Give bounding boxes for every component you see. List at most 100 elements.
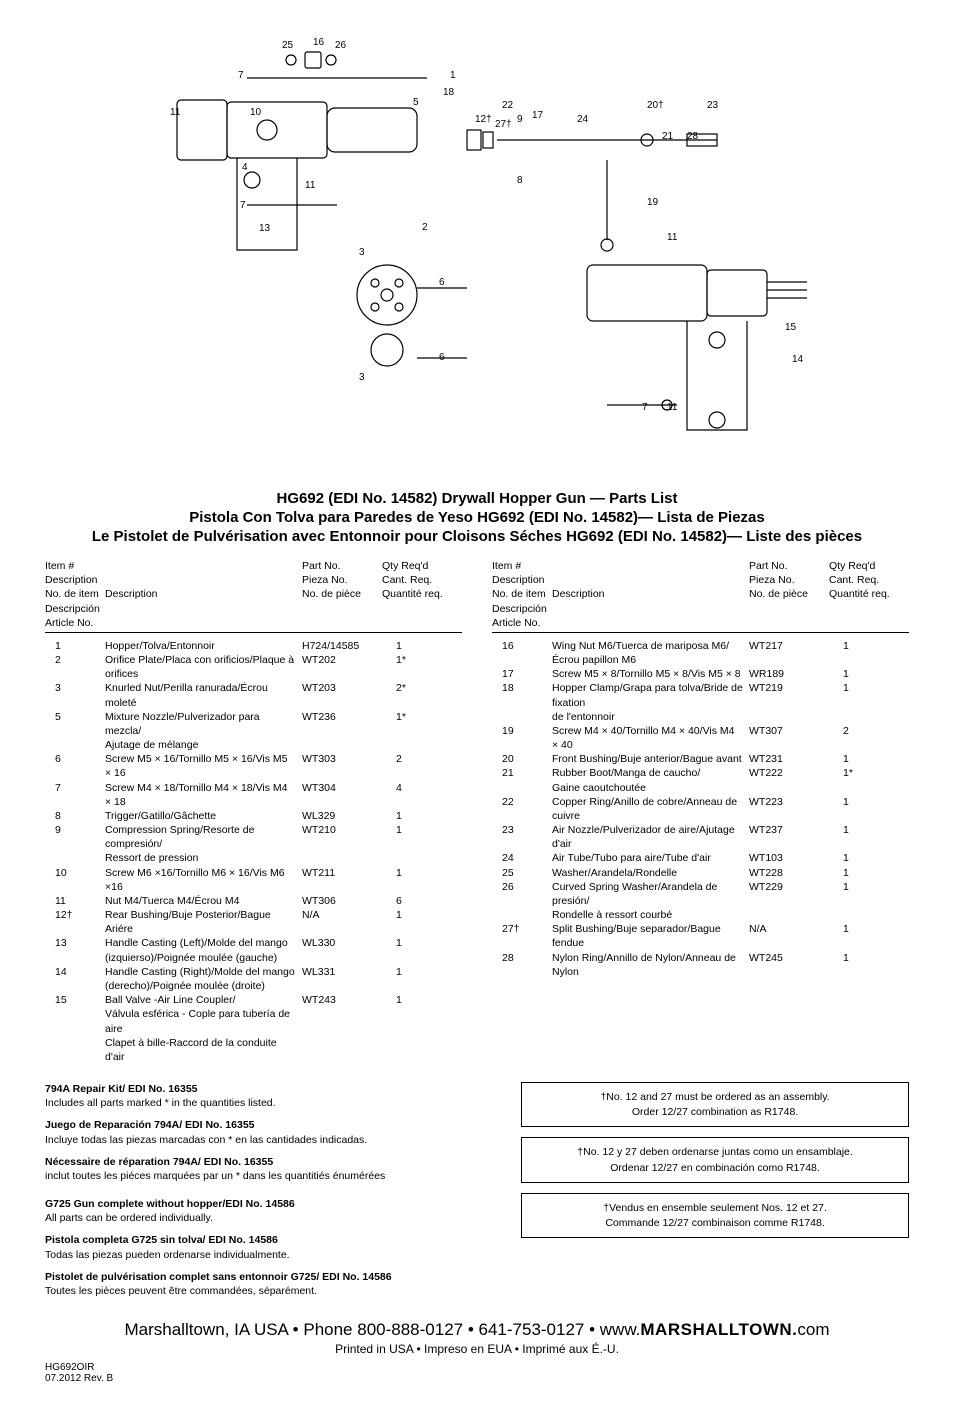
table-row: Ressort de pression — [45, 851, 462, 865]
cell-item — [45, 951, 105, 965]
hdr-qty-l2: Cant. Req. — [382, 573, 462, 587]
diagram-callout: 1 — [450, 70, 456, 81]
cell-item: 12† — [45, 908, 105, 936]
cell-desc: Ressort de pression — [105, 851, 302, 865]
table-row: 26Curved Spring Washer/Arandela de presi… — [492, 880, 909, 908]
assembly-note: †No. 12 y 27 deben ordenarse juntas como… — [521, 1137, 909, 1182]
title-es: Pistola Con Tolva para Paredes de Yeso H… — [45, 509, 909, 526]
footer-brand: MARSHALLTOWN. — [640, 1320, 797, 1339]
table-row: Rondelle à ressort courbé — [492, 908, 909, 922]
cell-desc: Ball Valve -Air Line Coupler/ — [105, 993, 302, 1007]
cell-part: WT229 — [749, 880, 829, 908]
kit-body: Todas las piezas pueden ordenarse indivi… — [45, 1248, 491, 1262]
cell-qty: 2* — [382, 681, 462, 709]
table-row: Clapet à bille-Raccord de la conduite d'… — [45, 1036, 462, 1064]
table-row: 5Mixture Nozzle/Pulverizador para mezcla… — [45, 710, 462, 738]
cell-part — [749, 710, 829, 724]
cell-item — [492, 653, 552, 667]
cell-part: WL330 — [302, 936, 382, 950]
diagram-callout: 3 — [359, 372, 365, 383]
kit-block: G725 Gun complete without hopper/EDI No.… — [45, 1197, 491, 1225]
cell-desc: Handle Casting (Right)/Molde del mango — [105, 965, 302, 979]
cell-part: WT203 — [302, 681, 382, 709]
diagram-callout: 27† — [495, 119, 512, 130]
diagram-callout: 7 — [238, 70, 244, 81]
cell-part — [749, 781, 829, 795]
diagram-callout: 26 — [335, 40, 347, 51]
diagram-callout: 10 — [250, 107, 262, 118]
cell-qty — [829, 710, 909, 724]
assembly-note-line: †No. 12 and 27 must be ordered as an ass… — [532, 1090, 898, 1104]
table-row: 14Handle Casting (Right)/Molde del mango… — [45, 965, 462, 979]
hdr-part-l1: Part No. — [302, 559, 382, 573]
cell-desc: Knurled Nut/Perilla ranurada/Écrou molet… — [105, 681, 302, 709]
cell-item: 23 — [492, 823, 552, 851]
hdr-desc-l3: Description — [105, 587, 302, 601]
cell-qty: 1* — [829, 766, 909, 780]
cell-qty: 1 — [382, 823, 462, 851]
cell-part — [302, 979, 382, 993]
assembly-note: †No. 12 and 27 must be ordered as an ass… — [521, 1082, 909, 1127]
hdr-item-l2a: No. de item — [45, 588, 99, 600]
parts-table-left: Item # Description No. de item Descripci… — [45, 559, 462, 1064]
cell-item: 20 — [492, 752, 552, 766]
table-row: de l'entonnoir — [492, 710, 909, 724]
cell-qty — [382, 738, 462, 752]
assembly-note-line: †Vendus en ensemble seulement Nos. 12 et… — [532, 1201, 898, 1215]
cell-desc: Hopper/Tolva/Entonnoir — [105, 639, 302, 653]
table-row: 13Handle Casting (Left)/Molde del mangoW… — [45, 936, 462, 950]
table-row: 25Washer/Arandela/RondelleWT2281 — [492, 866, 909, 880]
cell-item — [45, 1036, 105, 1064]
cell-qty — [829, 781, 909, 795]
cell-desc: Washer/Arandela/Rondelle — [552, 866, 749, 880]
cell-desc: Copper Ring/Anillo de cobre/Anneau de cu… — [552, 795, 749, 823]
cell-item — [492, 908, 552, 922]
cell-desc: Screw M6 ×16/Tornillo M6 × 16/Vis M6 ×16 — [105, 866, 302, 894]
cell-part — [302, 851, 382, 865]
cell-desc: Handle Casting (Left)/Molde del mango — [105, 936, 302, 950]
diagram-callout: 7 — [642, 402, 648, 413]
cell-qty: 2 — [382, 752, 462, 780]
diagram-callout: 11 — [305, 180, 316, 191]
cell-item: 1 — [45, 639, 105, 653]
diagram-callout: 11 — [667, 402, 678, 413]
table-row: 6Screw M5 × 16/Tornillo M5 × 16/Vis M5 ×… — [45, 752, 462, 780]
diagram-callout: 11 — [667, 232, 678, 243]
table-row: Écrou papillon M6 — [492, 653, 909, 667]
cell-qty: 1* — [382, 653, 462, 681]
hdr-item-l1b: Description — [45, 574, 98, 586]
table-row: 15Ball Valve -Air Line Coupler/WT2431 — [45, 993, 462, 1007]
cell-desc: Clapet à bille-Raccord de la conduite d'… — [105, 1036, 302, 1064]
cell-qty — [382, 1036, 462, 1064]
cell-part: WT237 — [749, 823, 829, 851]
cell-part: WT228 — [749, 866, 829, 880]
table-row: 9Compression Spring/Resorte de compresió… — [45, 823, 462, 851]
table-row: Ajutage de mélange — [45, 738, 462, 752]
cell-item: 7 — [45, 781, 105, 809]
cell-qty: 1 — [382, 866, 462, 894]
cell-qty: 1 — [382, 908, 462, 936]
kit-title: Juego de Reparación 794A/ EDI No. 16355 — [45, 1118, 491, 1132]
cell-qty: 1 — [382, 936, 462, 950]
cell-item: 25 — [492, 866, 552, 880]
cell-part: WT217 — [749, 639, 829, 653]
kit-block: Pistola completa G725 sin tolva/ EDI No.… — [45, 1233, 491, 1261]
table-row: 10Screw M6 ×16/Tornillo M6 × 16/Vis M6 ×… — [45, 866, 462, 894]
table-row: Gaine caoutchoutée — [492, 781, 909, 795]
cell-item: 16 — [492, 639, 552, 653]
cell-qty — [382, 1007, 462, 1035]
table-row: 24Air Tube/Tubo para aire/Tube d'airWT10… — [492, 851, 909, 865]
hdr-item-l3a: Article No. — [45, 616, 105, 630]
cell-part: WL331 — [302, 965, 382, 979]
cell-desc: Split Bushing/Buje separador/Bague fendu… — [552, 922, 749, 950]
cell-desc: Válvula esférica - Cople para tubería de… — [105, 1007, 302, 1035]
cell-part: WT243 — [302, 993, 382, 1007]
footer-printed: Printed in USA • Impreso en EUA • Imprim… — [45, 1342, 909, 1356]
cell-desc: Mixture Nozzle/Pulverizador para mezcla/ — [105, 710, 302, 738]
cell-qty: 1 — [382, 809, 462, 823]
cell-qty: 1 — [829, 795, 909, 823]
table-row: 28Nylon Ring/Annillo de Nylon/Anneau de … — [492, 951, 909, 979]
cell-desc: Trigger/Gatillo/Gâchette — [105, 809, 302, 823]
cell-qty: 1 — [829, 866, 909, 880]
cell-qty: 1 — [382, 993, 462, 1007]
